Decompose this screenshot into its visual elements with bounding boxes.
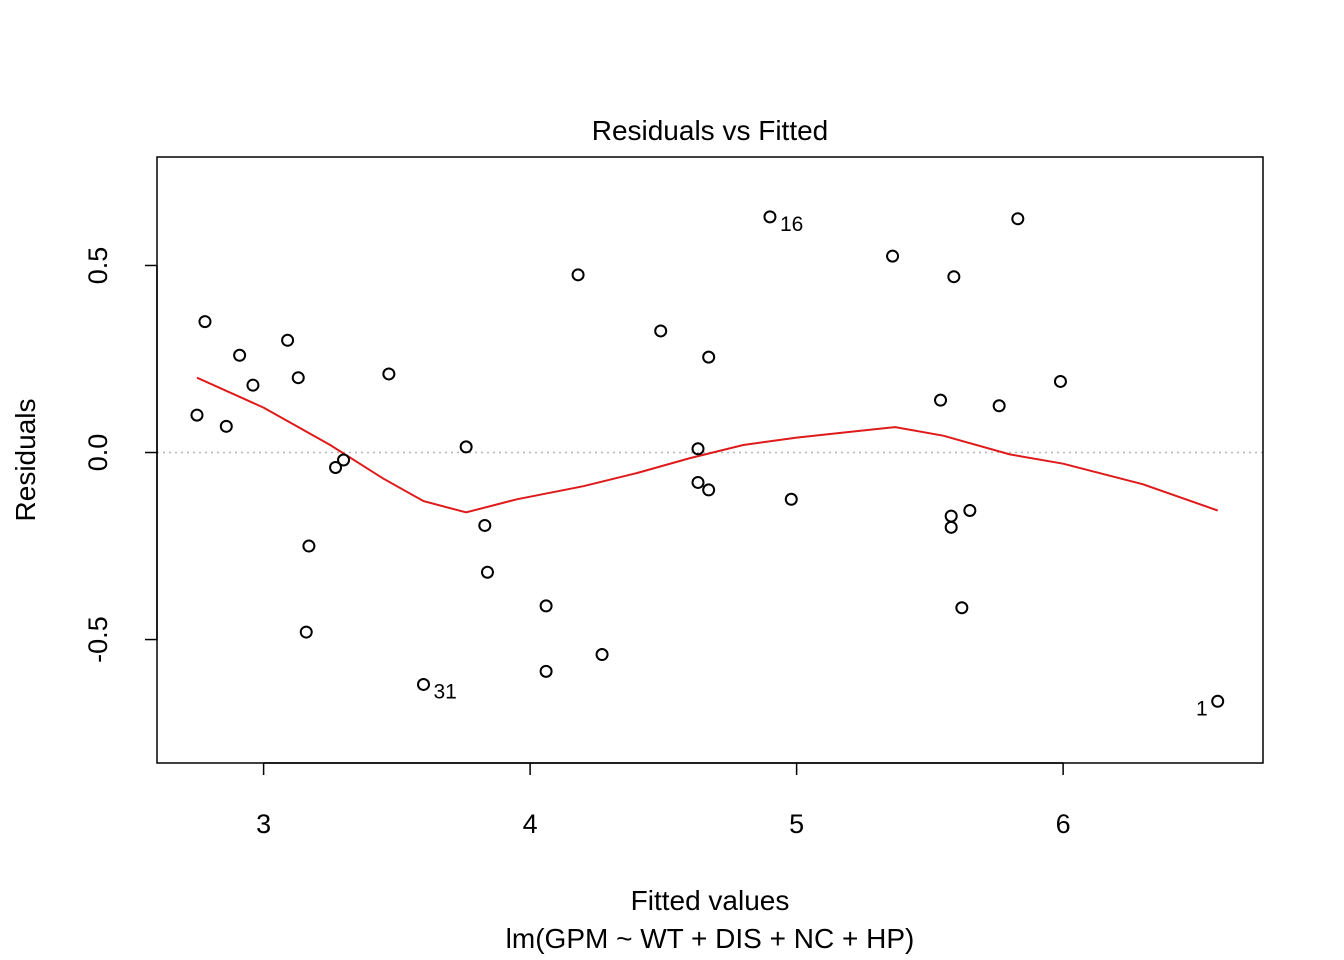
data-point xyxy=(291,371,305,385)
data-point xyxy=(478,518,492,532)
data-point xyxy=(480,565,494,579)
data-point xyxy=(886,249,900,263)
point-label: 1 xyxy=(1196,697,1208,720)
data-point xyxy=(539,599,553,613)
data-point xyxy=(281,333,295,347)
data-point xyxy=(302,539,316,553)
model-formula-subtitle: lm(GPM ~ WT + DIS + NC + HP) xyxy=(506,923,915,954)
data-point xyxy=(654,324,668,338)
x-tick-label: 3 xyxy=(256,809,271,839)
data-point xyxy=(539,664,553,678)
data-point xyxy=(763,210,777,224)
data-point xyxy=(702,350,716,364)
y-axis-title: Residuals xyxy=(10,399,41,522)
data-point xyxy=(459,440,473,454)
data-point xyxy=(1053,374,1067,388)
data-point xyxy=(784,492,798,506)
y-tick-label: -0.5 xyxy=(83,616,113,663)
data-point xyxy=(233,348,247,362)
data-point xyxy=(337,453,351,467)
data-point xyxy=(190,408,204,422)
data-point xyxy=(944,520,958,534)
data-point xyxy=(595,648,609,662)
data-point xyxy=(934,393,948,407)
data-point xyxy=(691,475,705,489)
data-point xyxy=(246,378,260,392)
data-point xyxy=(198,315,212,329)
y-axis: -0.5 0.0 0.5 xyxy=(83,247,158,663)
x-tick-label: 6 xyxy=(1056,809,1071,839)
data-point xyxy=(382,367,396,381)
plot-frame xyxy=(156,156,1264,764)
plot-area: 31 16 1 xyxy=(157,210,1263,720)
x-axis: 3 4 5 6 xyxy=(256,762,1071,839)
data-point xyxy=(571,268,585,282)
data-point xyxy=(702,483,716,497)
y-tick-label: 0.0 xyxy=(83,434,113,472)
data-point xyxy=(329,460,343,474)
x-tick-label: 5 xyxy=(789,809,804,839)
x-tick-label: 4 xyxy=(523,809,538,839)
data-point xyxy=(417,677,431,691)
y-tick-label: 0.5 xyxy=(83,247,113,285)
data-point xyxy=(691,442,705,456)
data-point xyxy=(992,399,1006,413)
data-point xyxy=(299,625,313,639)
data-point xyxy=(1211,694,1225,708)
smooth-line xyxy=(196,376,1219,514)
data-point xyxy=(955,601,969,615)
point-label: 16 xyxy=(780,213,803,236)
data-point xyxy=(947,270,961,284)
point-label: 31 xyxy=(434,680,457,703)
data-point xyxy=(944,509,958,523)
x-axis-title: Fitted values xyxy=(631,885,790,916)
data-point xyxy=(963,504,977,517)
chart-title: Residuals vs Fitted xyxy=(592,115,829,146)
data-point xyxy=(1011,212,1025,226)
data-point xyxy=(219,419,233,433)
